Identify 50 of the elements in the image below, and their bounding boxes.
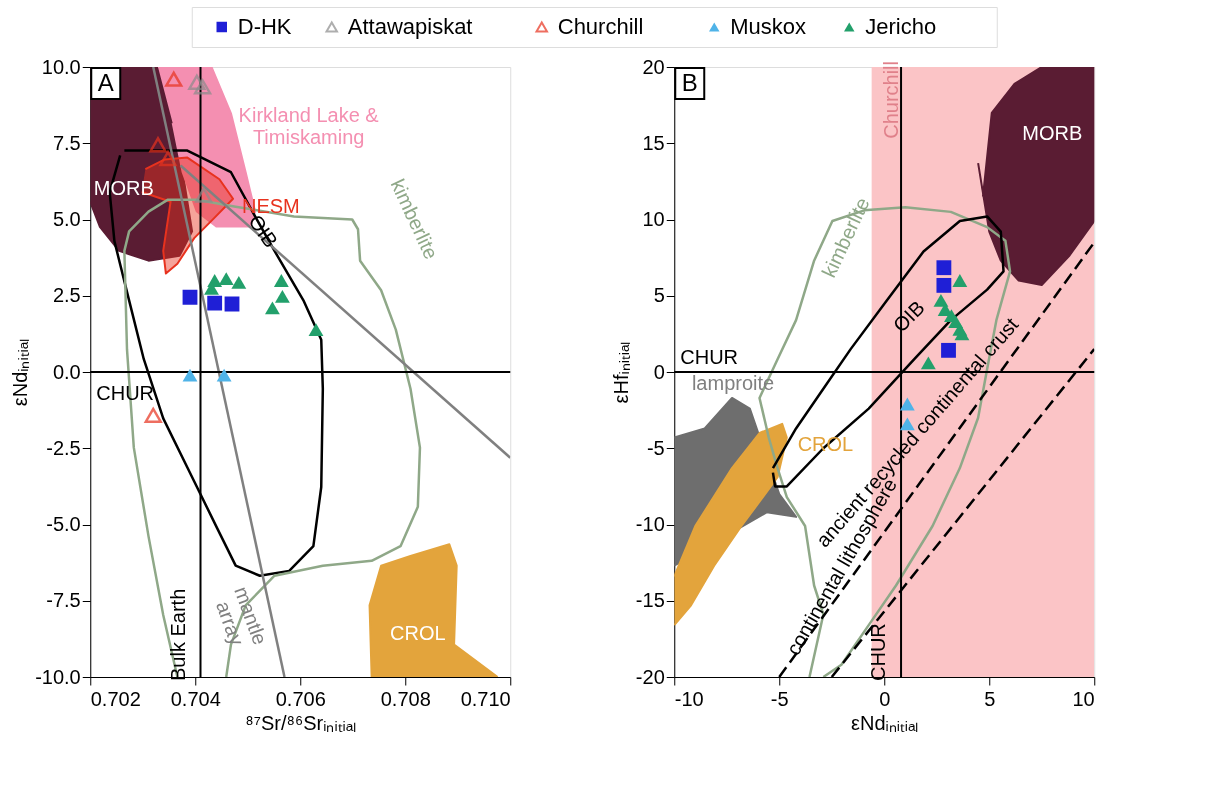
- band-label: Churchill: [879, 61, 902, 139]
- y-tick-label: 5: [653, 284, 665, 307]
- x-axis-title: εNdᵢₙᵢₜᵢₐₗ: [851, 711, 919, 734]
- x-tick-label: 0: [879, 687, 891, 710]
- legend-label: D-HK: [237, 14, 292, 39]
- y-tick-label: 0: [653, 360, 665, 383]
- annotation: CROL: [390, 622, 446, 645]
- y-tick-label: -10.0: [35, 665, 81, 688]
- x-tick-label: 0.710: [460, 687, 511, 710]
- x-tick-label: 5: [984, 687, 996, 710]
- annotation: MORB: [1022, 122, 1083, 145]
- y-tick-label: 20: [642, 55, 665, 78]
- annotation: B: [681, 69, 698, 96]
- x-tick-label: 0.702: [90, 687, 141, 710]
- x-axis-title: ⁸⁷Sr/⁸⁶Srᵢₙᵢₜᵢₐₗ: [245, 711, 357, 734]
- ref-line-label: CHUR: [680, 346, 739, 368]
- y-tick-label: -2.5: [46, 436, 81, 459]
- y-tick-label: 15: [642, 131, 665, 154]
- y-axis-title: εHfᵢₙᵢₜᵢₐₗ: [609, 341, 632, 404]
- x-tick-label: 10: [1072, 687, 1095, 710]
- y-tick-label: -5.0: [46, 513, 81, 535]
- y-tick-label: 10.0: [41, 55, 81, 78]
- y-tick-label: 0.0: [52, 360, 81, 383]
- y-tick-label: 7.5: [52, 131, 81, 154]
- annotation: Kirkland Lake & Timiskaming: [238, 103, 380, 148]
- ref-line-label: CHUR: [867, 623, 890, 681]
- annotation: mantle array: [211, 583, 272, 649]
- x-tick-label: 0.708: [380, 687, 431, 710]
- annotation: MORB: [93, 177, 154, 199]
- x-tick-label: -5: [770, 687, 789, 710]
- x-tick-label: 0.704: [170, 687, 221, 710]
- legend-label: Attawapiskat: [347, 14, 473, 39]
- x-tick-label: 0.706: [275, 687, 326, 710]
- y-tick-label: 5.0: [52, 208, 81, 230]
- x-tick-label: -10: [674, 687, 704, 710]
- legend-label: Jericho: [865, 14, 937, 39]
- ref-line-label: CHUR: [96, 382, 155, 404]
- y-tick-label: -7.5: [46, 589, 81, 612]
- legend-label: Muskox: [730, 14, 807, 39]
- y-tick-label: 10: [642, 208, 665, 230]
- y-tick-label: -20: [635, 665, 665, 688]
- legend-label: Churchill: [557, 14, 644, 39]
- ref-line-label: Bulk Earth: [166, 588, 189, 681]
- y-tick-label: -15: [635, 589, 665, 612]
- y-tick-label: -5: [646, 436, 665, 459]
- y-tick-label: 2.5: [52, 284, 81, 307]
- annotation: A: [97, 69, 114, 96]
- annotation: OIB: [888, 296, 929, 337]
- y-axis-title: εNdᵢₙᵢₜᵢₐₗ: [9, 338, 32, 407]
- y-tick-label: -10: [635, 513, 665, 535]
